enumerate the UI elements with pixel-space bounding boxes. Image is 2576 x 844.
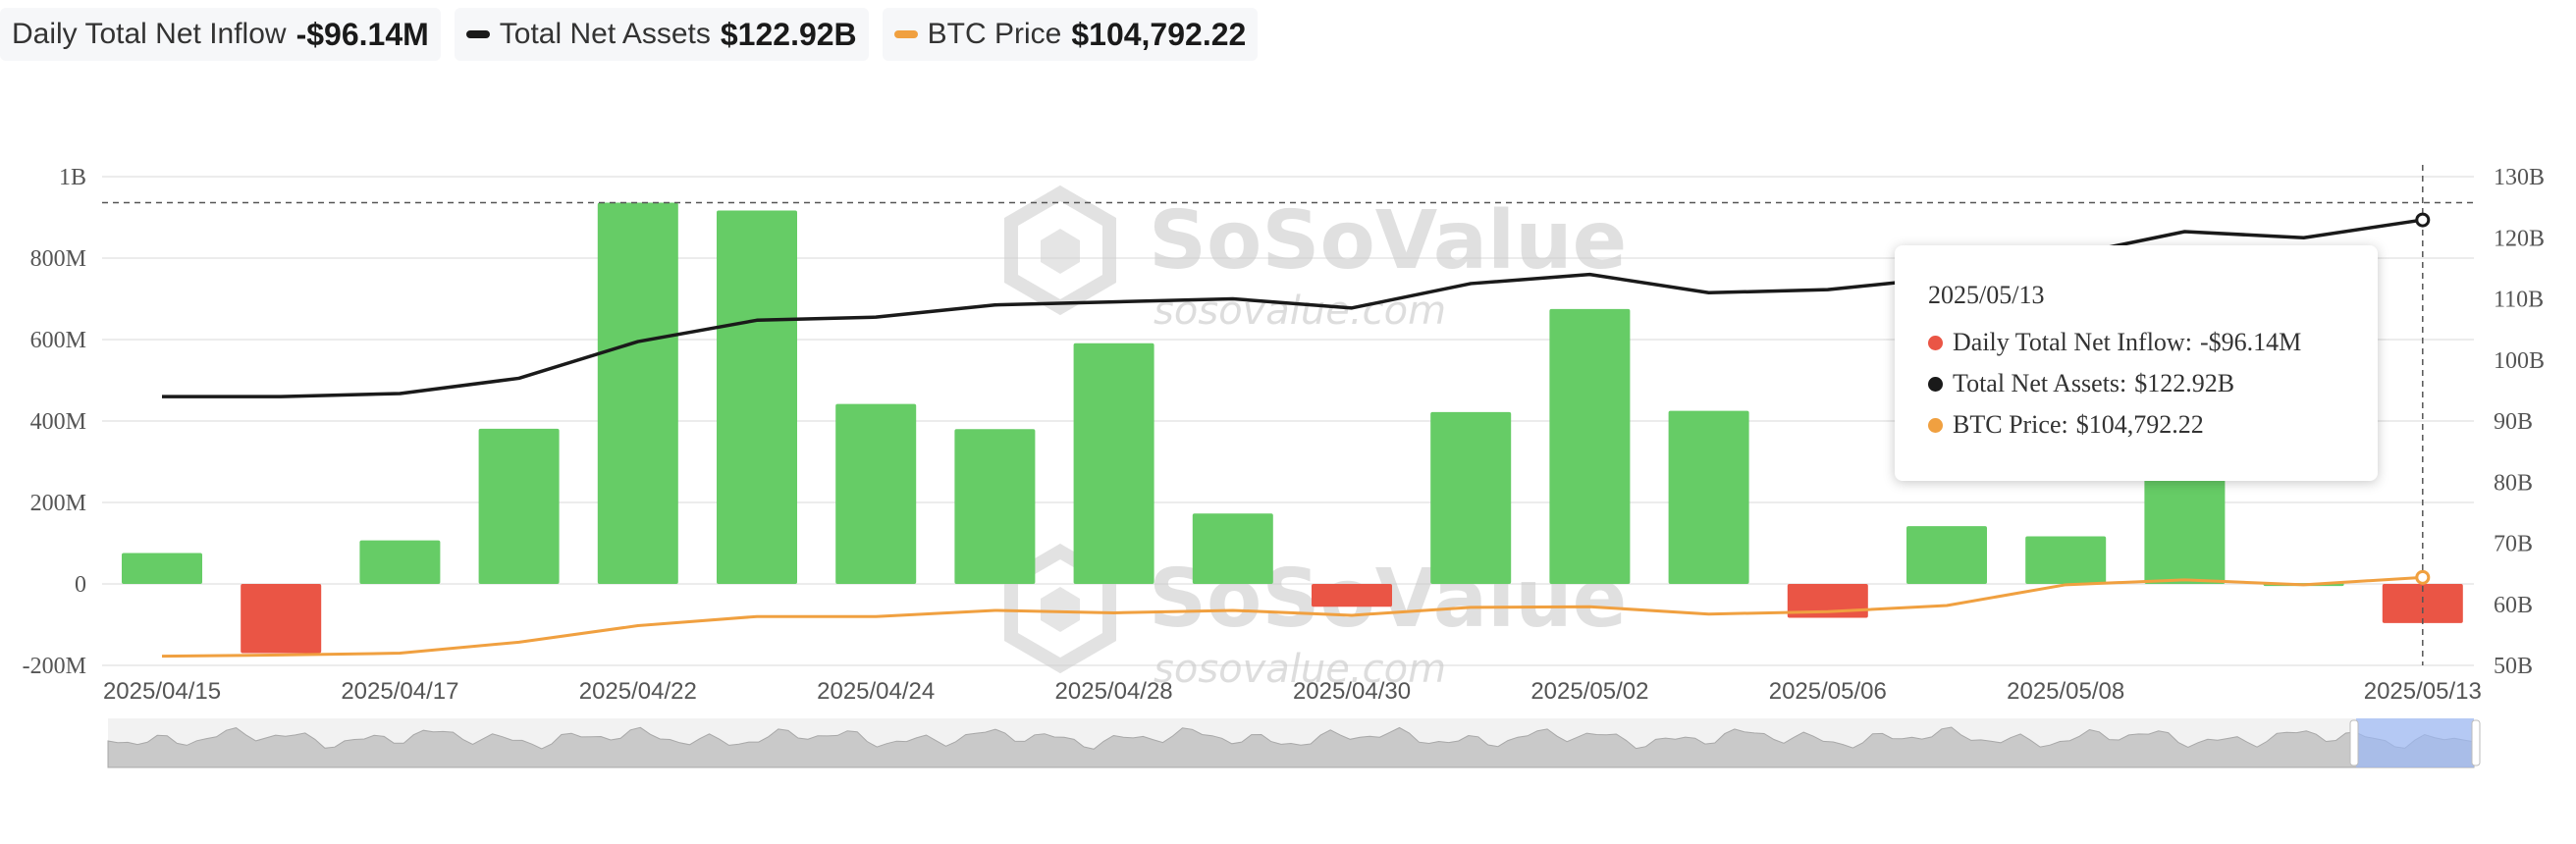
- legend-item-total-net-assets[interactable]: Total Net Assets $122.92B: [454, 8, 869, 61]
- watermark-url: sosovalue.com: [1154, 289, 1446, 334]
- axes: -200M 0 200M 400M 600M 800M 1B 50B 60B 70B 80B 90B 1…: [23, 165, 2545, 705]
- chart-legend: Daily Total Net Inflow -$96.14M Total Ne…: [0, 8, 1259, 61]
- bar: [2025, 536, 2107, 584]
- zoom-handle-left: [2349, 719, 2359, 766]
- watermark-hexagon-inner: [1041, 229, 1080, 274]
- x-axis-tick-label: 2025/04/15: [103, 678, 221, 705]
- left-axis-tick-label: 400M: [30, 409, 86, 435]
- legend-label: Daily Total Net Inflow: [12, 18, 287, 50]
- x-axis-tick-label: 2025/05/08: [2007, 678, 2124, 705]
- tooltip-label: Total Net Assets:: [1953, 369, 2127, 397]
- bar: [122, 553, 202, 584]
- bar: [2382, 584, 2463, 623]
- watermark-hexagon-inner: [1041, 587, 1080, 632]
- bar: [478, 428, 560, 584]
- tooltip-date: 2025/05/13: [1928, 281, 2045, 309]
- tooltip-label: BTC Price:: [1953, 410, 2068, 439]
- legend-swatch-btc-price: [893, 30, 918, 38]
- bar: [2144, 452, 2226, 584]
- legend-item-btc-price[interactable]: BTC Price $104,792.22: [882, 8, 1259, 61]
- bar: [1668, 410, 1749, 584]
- bar: [1312, 584, 1392, 607]
- tooltip-row-daily-inflow: Daily Total Net Inflow: -$96.14M: [1928, 322, 2378, 363]
- legend-value: $122.92B: [720, 16, 857, 52]
- total-net-assets-point: [2415, 212, 2431, 228]
- tooltip-row-total-net-assets: Total Net Assets: $122.92B: [1928, 363, 2378, 404]
- legend-swatch-total-net-assets: [465, 30, 490, 38]
- tooltip-dot-red: [1928, 335, 1943, 350]
- right-axis-tick-label: 80B: [2494, 470, 2533, 496]
- tooltip-dot-orange: [1928, 417, 1943, 433]
- legend-item-daily-inflow[interactable]: Daily Total Net Inflow -$96.14M: [0, 8, 441, 61]
- left-axis-tick-label: -200M: [23, 654, 86, 679]
- right-axis-tick-label: 90B: [2494, 409, 2533, 435]
- zoom-selected-window: [2356, 718, 2474, 767]
- x-axis-tick-label: 2025/04/30: [1293, 678, 1411, 705]
- tooltip-label: Daily Total Net Inflow:: [1953, 328, 2192, 356]
- right-axis-tick-label: 50B: [2494, 654, 2533, 679]
- x-axis-tick-label: 2025/04/24: [817, 678, 935, 705]
- bar: [1549, 308, 1631, 584]
- btc-price-line: [161, 575, 2423, 659]
- legend-value: -$96.14M: [295, 16, 429, 52]
- watermark-hexagon: [1004, 185, 1116, 316]
- tooltip-row-btc-price: BTC Price: $104,792.22: [1928, 404, 2378, 446]
- bar: [835, 403, 917, 584]
- right-axis-tick-label: 120B: [2494, 226, 2545, 251]
- legend-label: Total Net Assets: [499, 18, 711, 50]
- zoom-preview-area: [107, 726, 2475, 768]
- bar: [954, 429, 1036, 584]
- right-axis-tick-label: 110B: [2494, 288, 2544, 313]
- bar: [1906, 526, 1987, 584]
- x-axis-tick-label: 2025/04/22: [579, 678, 697, 705]
- left-axis-tick-label: 800M: [30, 246, 86, 272]
- bar-series-daily-inflow: [122, 202, 2463, 654]
- watermark-logo-icon: [1004, 185, 1116, 316]
- left-axis-tick-label: 0: [75, 572, 86, 598]
- right-axis-tick-label: 130B: [2494, 165, 2545, 190]
- tooltip-dot-black: [1928, 376, 1943, 392]
- bar: [1073, 343, 1154, 584]
- bar: [359, 540, 441, 584]
- btc-price-point: [2415, 569, 2431, 585]
- watermark-brand: SoSoValue: [1149, 194, 1627, 288]
- bar: [241, 584, 322, 654]
- legend-value: $104,792.22: [1071, 16, 1247, 52]
- x-axis-tick-label: 2025/05/02: [1530, 678, 1648, 705]
- x-axis-tick-label: 2025/04/28: [1055, 678, 1173, 705]
- legend-label: BTC Price: [927, 18, 1062, 50]
- zoom-handle-right: [2471, 719, 2481, 766]
- bar: [1430, 411, 1512, 584]
- tooltip-value: -$96.14M: [2199, 328, 2302, 356]
- bar: [1192, 513, 1273, 584]
- x-axis-tick-label: 2025/04/17: [341, 678, 458, 705]
- x-axis-tick-label: 2025/05/06: [1769, 678, 1887, 705]
- hover-cursor: [102, 165, 2474, 665]
- bar: [597, 202, 678, 584]
- zoom-slider[interactable]: [107, 718, 2481, 768]
- watermark-url: sosovalue.com: [1154, 647, 1446, 692]
- right-axis-tick-label: 100B: [2494, 348, 2545, 374]
- left-axis-tick-label: 600M: [30, 328, 86, 353]
- bar: [717, 210, 797, 584]
- tooltip-value: $122.92B: [2134, 369, 2235, 397]
- x-axis-tick-label: 2025/05/13: [2364, 678, 2482, 705]
- tooltip-value: $104,792.22: [2075, 410, 2204, 439]
- right-axis-tick-label: 60B: [2494, 593, 2533, 618]
- right-axis-tick-label: 70B: [2494, 532, 2533, 557]
- tooltip: 2025/05/13 Daily Total Net Inflow: -$96.…: [1895, 245, 2378, 481]
- left-axis-tick-label: 200M: [30, 491, 86, 516]
- left-axis-tick-label: 1B: [59, 165, 86, 190]
